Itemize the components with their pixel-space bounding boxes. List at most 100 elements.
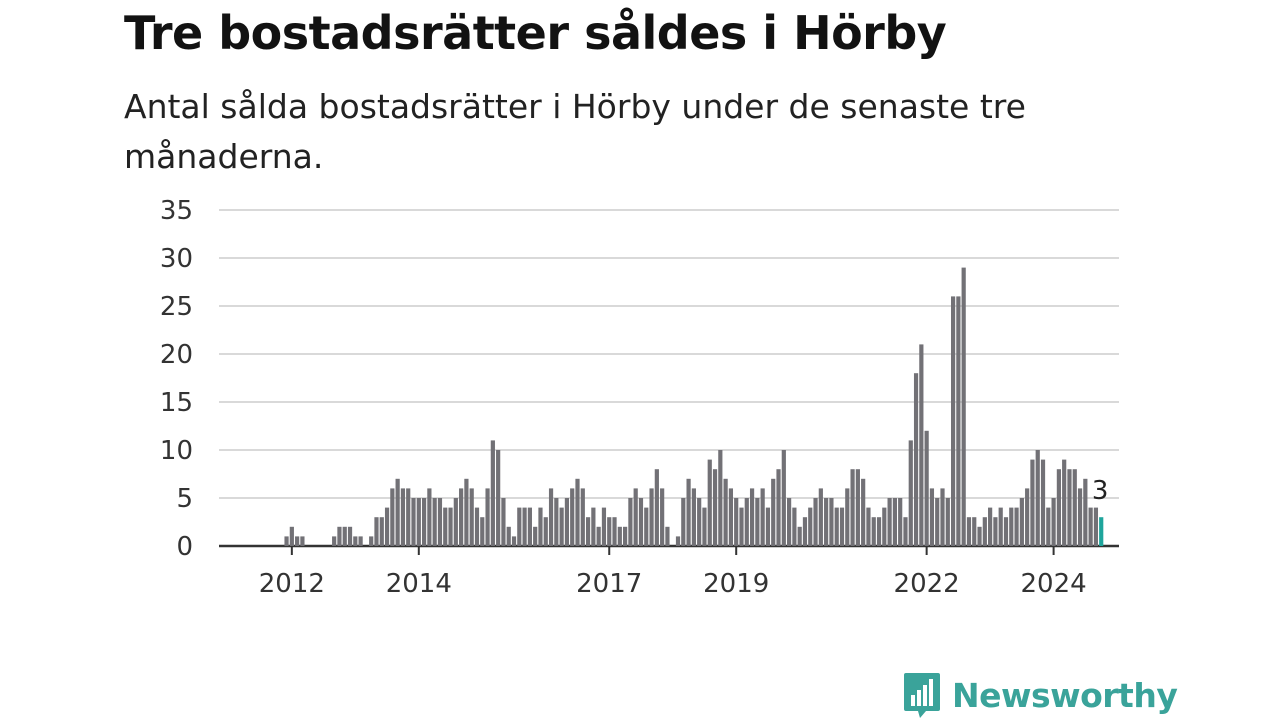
bar: [617, 526, 622, 546]
bar: [691, 488, 696, 546]
bar: [649, 488, 654, 546]
bar: [543, 517, 548, 546]
bar: [787, 498, 792, 546]
bar: [744, 498, 749, 546]
y-tick-label: 25: [160, 292, 193, 322]
bar: [1077, 488, 1083, 546]
bar: [686, 478, 691, 546]
bar: [337, 526, 342, 546]
bar: [289, 526, 294, 546]
bar: [490, 440, 495, 546]
bar: [580, 488, 585, 546]
y-tick-label: 30: [160, 244, 193, 274]
bar: [1051, 498, 1056, 546]
bar: [697, 498, 702, 546]
y-tick-label: 15: [160, 388, 193, 418]
bar: [935, 498, 940, 546]
bar: [993, 517, 998, 546]
bar: [496, 450, 501, 546]
bar: [808, 507, 813, 546]
highlight-data-label: 3: [1092, 476, 1109, 506]
bar: [781, 450, 786, 546]
bar: [1062, 459, 1067, 546]
bar: [940, 488, 945, 546]
bar-chart-speech-bubble-icon: [904, 673, 940, 718]
bar: [612, 517, 617, 546]
bar: [802, 517, 808, 546]
bar: [517, 507, 522, 546]
bar: [633, 488, 638, 546]
bar: [882, 507, 887, 546]
bar: [924, 430, 929, 546]
chart-title: Tre bostadsrätter såldes i Hörby: [124, 6, 947, 60]
bar-highlight: [1099, 517, 1104, 546]
bar: [628, 498, 633, 546]
x-tick-label: 2022: [894, 569, 960, 599]
bar: [1040, 459, 1046, 546]
bar: [654, 469, 659, 546]
bar: [601, 507, 607, 546]
bar: [411, 498, 416, 546]
bar: [755, 498, 760, 546]
bar: [723, 478, 728, 546]
bar: [834, 507, 839, 546]
bar: [374, 517, 379, 546]
bar: [660, 488, 665, 546]
bar: [575, 478, 580, 546]
bar: [437, 498, 443, 546]
bar: [728, 488, 734, 546]
bar: [1035, 450, 1040, 546]
x-axis-ticks: 2012 2014 2017 2019 2022 2024: [259, 546, 1087, 599]
bar: [1046, 507, 1051, 546]
bar: [379, 517, 384, 546]
bar: [533, 526, 538, 546]
bar: [406, 488, 411, 546]
bar: [998, 507, 1003, 546]
data-labels: 3: [1092, 476, 1109, 506]
y-tick-label: 20: [160, 340, 193, 370]
x-tick-label: 2017: [576, 569, 642, 599]
x-tick-label: 2024: [1021, 569, 1087, 599]
gridlines: [219, 209, 1119, 548]
bar: [554, 498, 559, 546]
bar: [829, 498, 834, 546]
bar: [448, 507, 453, 546]
bar: [548, 488, 554, 546]
x-tick-label: 2014: [386, 569, 452, 599]
bar: [1056, 469, 1061, 546]
bar: [982, 517, 987, 546]
bar: [850, 469, 855, 546]
bar: [749, 488, 755, 546]
bar: [824, 498, 829, 546]
bar: [876, 517, 882, 546]
bar: [607, 517, 612, 546]
bar: [988, 507, 993, 546]
bar: [771, 478, 776, 546]
bar: [469, 488, 474, 546]
bar: [453, 498, 458, 546]
bar: [353, 536, 358, 546]
bars: [284, 267, 1104, 546]
bar: [564, 498, 570, 546]
bar: [443, 507, 448, 546]
bar: [358, 536, 363, 546]
bar: [384, 507, 390, 546]
bar: [522, 507, 527, 546]
bar: [300, 536, 305, 546]
bar: [501, 498, 506, 546]
bar: [559, 507, 564, 546]
bar: [861, 478, 866, 546]
bar: [342, 526, 347, 546]
logo-text: Newsworthy: [952, 675, 1178, 715]
bar: [871, 517, 876, 546]
bar: [480, 517, 485, 546]
bar: [506, 526, 511, 546]
y-axis-ticks: 0 5 10 15 20 25 30 35: [160, 196, 193, 562]
bar: [332, 536, 337, 546]
y-tick-label: 0: [176, 532, 193, 562]
bar: [845, 488, 850, 546]
x-tick-label: 2019: [703, 569, 769, 599]
bar: [675, 536, 681, 546]
bar: [538, 507, 543, 546]
